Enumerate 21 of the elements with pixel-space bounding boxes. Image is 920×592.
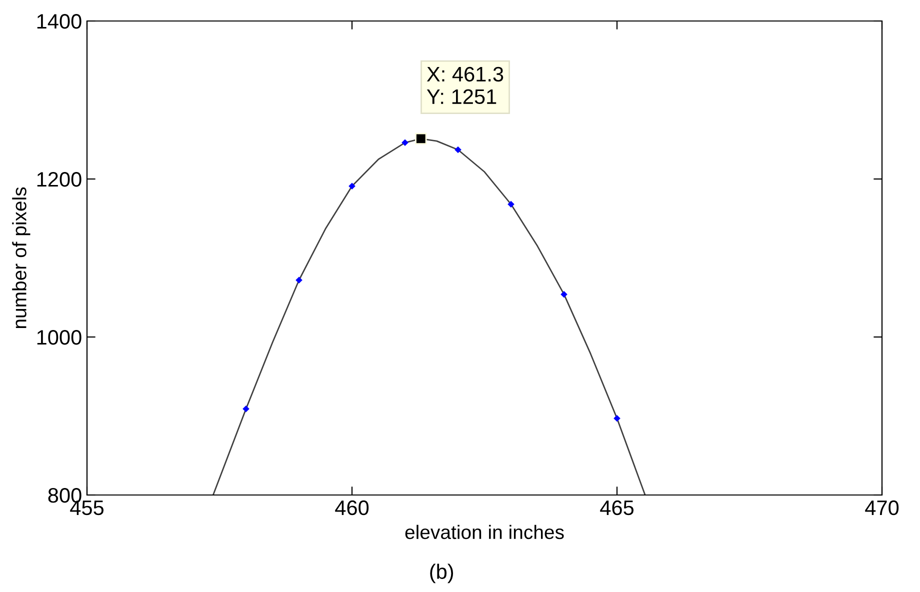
y-tick-label: 1000 [37, 330, 82, 345]
point [242, 405, 250, 412]
x-tick-label: 470 [865, 500, 899, 516]
text: (b) [430, 564, 454, 584]
y-tick-label: 1400 [37, 14, 82, 29]
point [296, 276, 302, 284]
y-tick-label: 800 [48, 488, 82, 503]
point [560, 290, 568, 298]
point [402, 139, 408, 146]
point [415, 132, 427, 145]
y-axis-title: number of pixels [12, 187, 30, 328]
point [454, 146, 462, 154]
y-tick-label: 1200 [37, 172, 82, 187]
x-axis-title: elevation in inches [405, 524, 564, 540]
x-tick-label: 460 [335, 500, 369, 516]
annotation: X: 461.3 Y: 1251 [426, 66, 504, 104]
point [348, 182, 356, 190]
point [614, 414, 620, 422]
point [508, 200, 514, 208]
x-tick-label: 455 [70, 500, 104, 516]
x-tick-label: 465 [600, 500, 634, 516]
